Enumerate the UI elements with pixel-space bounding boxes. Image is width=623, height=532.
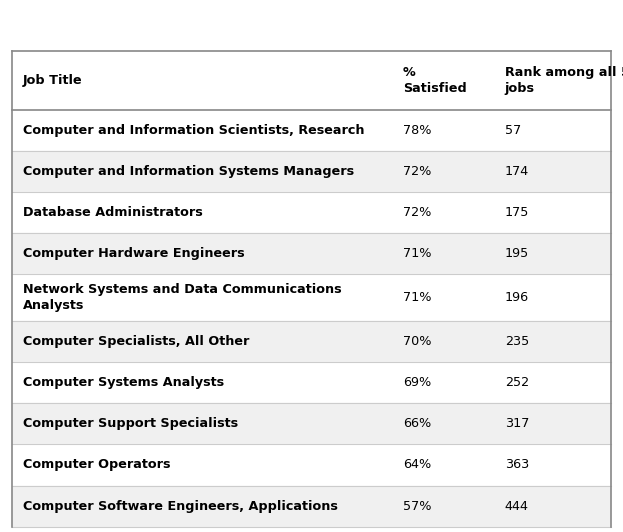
Text: Network Systems and Data Communications
Analysts: Network Systems and Data Communications … <box>23 283 342 312</box>
Text: Computer Support Specialists: Computer Support Specialists <box>23 417 239 430</box>
Text: Computer Operators: Computer Operators <box>23 459 171 471</box>
Bar <box>12 51 611 110</box>
Bar <box>12 403 611 444</box>
Bar <box>12 110 611 151</box>
Text: 72%: 72% <box>403 165 431 178</box>
Text: 195: 195 <box>505 247 529 260</box>
Text: %
Satisfied: % Satisfied <box>403 65 467 95</box>
Bar <box>12 486 611 527</box>
Text: Computer and Information Systems Managers: Computer and Information Systems Manager… <box>23 165 354 178</box>
Text: 317: 317 <box>505 417 529 430</box>
Text: 71%: 71% <box>403 247 432 260</box>
Bar <box>12 362 611 403</box>
Bar <box>12 192 611 233</box>
Text: 444: 444 <box>505 500 529 513</box>
Text: 72%: 72% <box>403 206 431 219</box>
Bar <box>12 444 611 486</box>
Text: 174: 174 <box>505 165 529 178</box>
Text: 57%: 57% <box>403 500 432 513</box>
Text: 71%: 71% <box>403 291 432 304</box>
Bar <box>12 233 611 275</box>
Text: 235: 235 <box>505 335 529 348</box>
Text: 78%: 78% <box>403 124 432 137</box>
Text: Computer Software Engineers, Applications: Computer Software Engineers, Application… <box>23 500 338 513</box>
Text: Percentage Of Workers Who Are Satisfied With Their Jobs: Percentage Of Workers Who Are Satisfied … <box>50 12 573 28</box>
Text: Computer Hardware Engineers: Computer Hardware Engineers <box>23 247 245 260</box>
Text: 69%: 69% <box>403 376 431 389</box>
Text: Rank among all 505
jobs: Rank among all 505 jobs <box>505 65 623 95</box>
Text: 363: 363 <box>505 459 529 471</box>
Text: Computer Systems Analysts: Computer Systems Analysts <box>23 376 224 389</box>
Bar <box>12 151 611 192</box>
Text: Computer and Information Scientists, Research: Computer and Information Scientists, Res… <box>23 124 364 137</box>
Text: Computer Specialists, All Other: Computer Specialists, All Other <box>23 335 250 348</box>
Bar <box>12 275 611 321</box>
Text: 57: 57 <box>505 124 521 137</box>
Text: 70%: 70% <box>403 335 432 348</box>
Text: 66%: 66% <box>403 417 431 430</box>
Text: 196: 196 <box>505 291 529 304</box>
Text: Job Title: Job Title <box>23 73 83 87</box>
Text: 64%: 64% <box>403 459 431 471</box>
Bar <box>12 321 611 362</box>
Text: Database Administrators: Database Administrators <box>23 206 203 219</box>
Text: 175: 175 <box>505 206 529 219</box>
Text: 252: 252 <box>505 376 529 389</box>
